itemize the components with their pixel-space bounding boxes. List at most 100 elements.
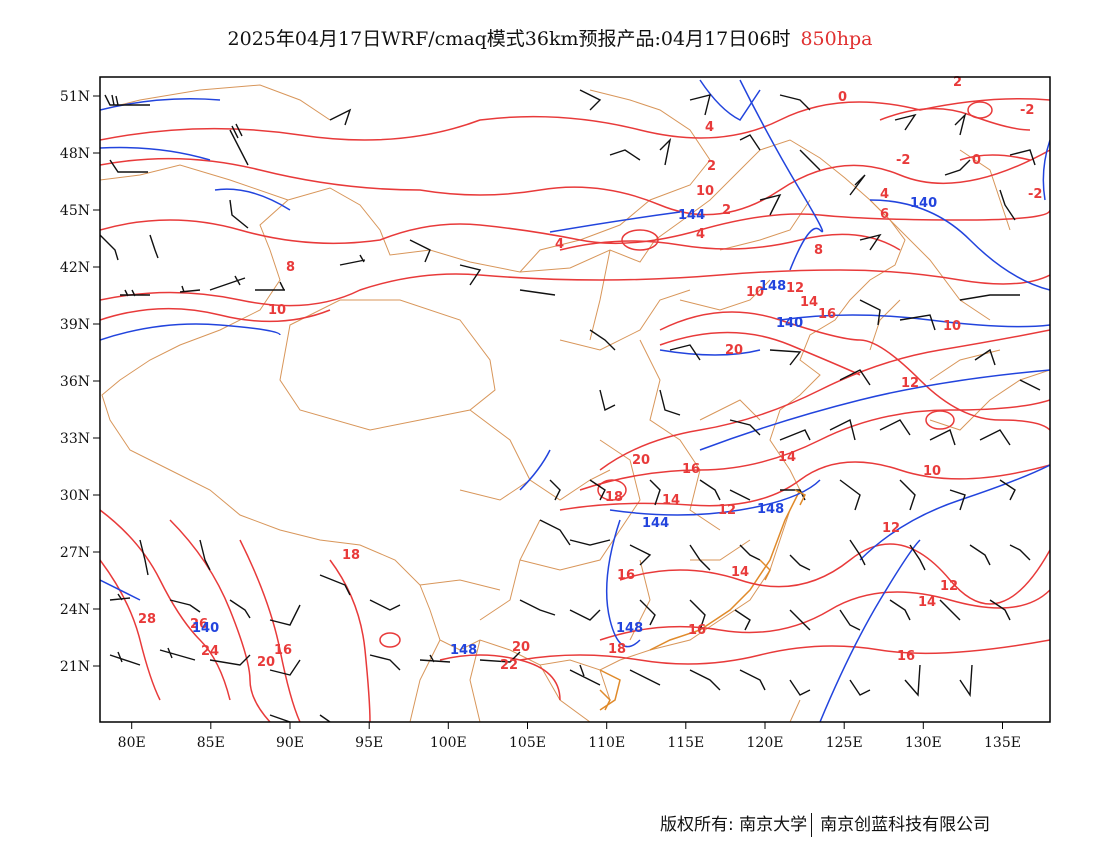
height-label: 148	[616, 621, 643, 636]
temperature-label: 22	[500, 658, 518, 673]
x-tick-label: 120E	[747, 735, 784, 751]
temperature-label: 4	[880, 187, 889, 202]
x-tick-label: 125E	[826, 735, 863, 751]
y-tick-label: 45N	[60, 203, 90, 219]
province-lines	[279, 199, 811, 641]
y-tick-label: 33N	[60, 431, 90, 447]
temperature-label: 14	[662, 493, 680, 508]
x-tick-label: 100E	[430, 735, 467, 751]
temperature-label: -2	[1020, 103, 1034, 118]
y-tick-label: 21N	[60, 659, 90, 675]
temperature-label: 14	[778, 450, 796, 465]
temperature-label: 10	[943, 319, 961, 334]
copyright-owner: 版权所有: 南京大学	[660, 815, 808, 835]
y-tick-label: 39N	[60, 317, 90, 333]
y-tick-label: 42N	[60, 260, 90, 276]
x-tick-label: 85E	[197, 735, 225, 751]
temperature-label: 2	[953, 75, 962, 90]
y-tick-label: 51N	[60, 89, 90, 105]
temperature-label: 20	[632, 453, 650, 468]
map-title: 2025年04月17日WRF/cmaq模式36km预报产品:04月17日06时 8…	[0, 24, 1100, 51]
temperature-label: 2	[722, 203, 731, 218]
y-tick-label: 48N	[60, 146, 90, 162]
temperature-label: 18	[605, 490, 623, 505]
temperature-label: 16	[897, 649, 915, 664]
temperature-label: 16	[688, 623, 706, 638]
temperature-label: 24	[201, 644, 219, 659]
temperature-label: 20	[725, 343, 743, 358]
temperature-label-layer: 0 -2 -2 0 -2 4 2 2 4 2 4 8 8 10 12 14 16…	[138, 75, 1042, 673]
temperature-label: 10	[696, 184, 714, 199]
temperature-label: 0	[972, 153, 981, 168]
y-axis-labels: 51N 48N 45N 42N 39N 36N 33N 30N 27N 24N …	[60, 89, 90, 675]
temperature-label: 4	[555, 237, 564, 252]
height-label: 148	[759, 279, 786, 294]
neighbor-borders	[100, 84, 1050, 722]
x-tick-label: 130E	[905, 735, 942, 751]
temperature-label: 12	[786, 281, 804, 296]
x-tick-label: 115E	[667, 735, 704, 751]
height-label: 148	[757, 502, 784, 517]
temperature-label: 0	[838, 90, 847, 105]
height-label: 144	[642, 516, 669, 531]
temperature-label: 10	[746, 285, 764, 300]
temperature-label: -2	[896, 153, 910, 168]
coastline-south	[599, 489, 801, 711]
height-contours	[100, 79, 1050, 722]
china-outline	[101, 139, 906, 671]
height-label: 140	[776, 316, 803, 331]
wind-barbs	[100, 89, 1041, 722]
temperature-label: 16	[682, 462, 700, 477]
temperature-label: 12	[901, 376, 919, 391]
tick-marks	[93, 95, 1003, 729]
copyright-footer: 版权所有: 南京大学 南京创蓝科技有限公司	[660, 810, 990, 837]
boundary-layer	[100, 84, 1050, 722]
copyright-company: 南京创蓝科技有限公司	[820, 815, 991, 835]
temperature-label: 8	[286, 260, 295, 275]
temperature-label: 20	[257, 655, 275, 670]
y-tick-label: 36N	[60, 374, 90, 390]
temperature-label: 6	[880, 207, 889, 222]
temperature-label: 18	[608, 642, 626, 657]
temperature-label: 10	[923, 464, 941, 479]
island-specks	[599, 489, 807, 711]
temperature-label: 18	[342, 548, 360, 563]
temperature-label: 12	[882, 521, 900, 536]
temperature-contours	[100, 98, 1050, 722]
y-tick-label: 24N	[60, 602, 90, 618]
x-axis-labels: 80E 85E 90E 95E 100E 105E 110E 115E 120E…	[118, 735, 1021, 751]
footer-divider	[811, 813, 813, 837]
temperature-label: 26	[190, 617, 208, 632]
y-tick-label: 27N	[60, 545, 90, 561]
temperature-label: 12	[940, 579, 958, 594]
temperature-label: 14	[731, 565, 749, 580]
x-tick-label: 80E	[118, 735, 146, 751]
temperature-label: 2	[707, 159, 716, 174]
height-label: 140	[192, 621, 219, 636]
temperature-label: 14	[800, 295, 818, 310]
temperature-label: 16	[818, 307, 836, 322]
temperature-label: 4	[696, 227, 705, 242]
temperature-label: 4	[705, 120, 714, 135]
height-label: 140	[910, 196, 937, 211]
x-tick-label: 110E	[588, 735, 625, 751]
temperature-label: 28	[138, 612, 156, 627]
title-main: 2025年04月17日WRF/cmaq模式36km预报产品:04月17日06时	[227, 28, 791, 50]
temperature-label: 12	[718, 503, 736, 518]
x-tick-label: 95E	[355, 735, 383, 751]
temperature-label: 14	[918, 595, 936, 610]
temperature-label: -2	[1028, 187, 1042, 202]
height-label: 148	[450, 643, 477, 658]
x-tick-label: 105E	[509, 735, 546, 751]
x-tick-label: 135E	[984, 735, 1021, 751]
title-level: 850hpa	[800, 28, 873, 50]
map-frame	[99, 76, 1051, 723]
y-tick-label: 30N	[60, 488, 90, 504]
height-label-layer: 144 140 140 148 144 140 148 148 148	[192, 196, 937, 658]
height-label: 144	[678, 208, 705, 223]
temperature-label: 16	[274, 643, 292, 658]
temperature-label: 8	[814, 243, 823, 258]
temperature-label: 10	[268, 303, 286, 318]
x-tick-label: 90E	[276, 735, 304, 751]
